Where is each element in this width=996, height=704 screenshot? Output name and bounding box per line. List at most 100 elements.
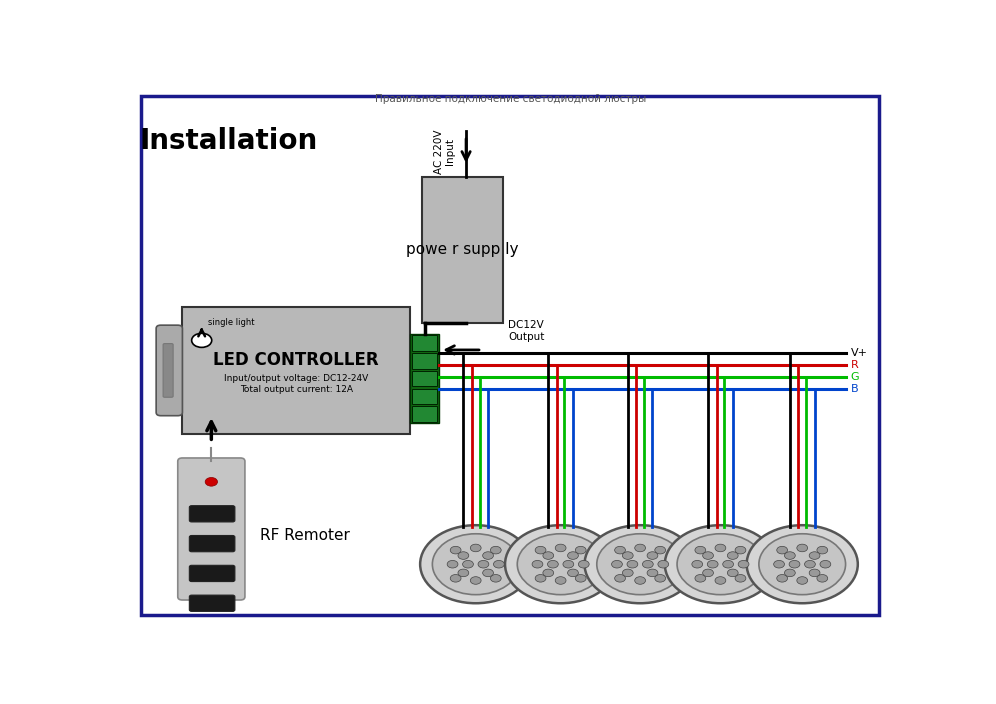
- Circle shape: [654, 546, 665, 554]
- Circle shape: [809, 552, 820, 560]
- Circle shape: [483, 569, 493, 577]
- Circle shape: [692, 560, 702, 568]
- Circle shape: [774, 560, 785, 568]
- Circle shape: [785, 552, 795, 560]
- FancyBboxPatch shape: [412, 335, 437, 351]
- Circle shape: [715, 577, 726, 584]
- Circle shape: [658, 560, 668, 568]
- Circle shape: [612, 560, 622, 568]
- Text: LED CONTROLLER: LED CONTROLLER: [213, 351, 379, 369]
- Circle shape: [517, 534, 604, 595]
- Circle shape: [622, 552, 633, 560]
- Text: R: R: [851, 360, 859, 370]
- Circle shape: [576, 546, 586, 554]
- Circle shape: [702, 552, 713, 560]
- FancyBboxPatch shape: [189, 536, 235, 552]
- Circle shape: [695, 546, 706, 554]
- Text: RF Remoter: RF Remoter: [260, 528, 350, 543]
- Circle shape: [622, 569, 633, 577]
- Text: Installation: Installation: [139, 127, 318, 156]
- Circle shape: [777, 546, 788, 554]
- Circle shape: [555, 577, 566, 584]
- FancyBboxPatch shape: [156, 325, 182, 415]
- Circle shape: [707, 560, 718, 568]
- Circle shape: [634, 577, 645, 584]
- Circle shape: [738, 560, 749, 568]
- Circle shape: [543, 552, 554, 560]
- FancyBboxPatch shape: [410, 334, 439, 423]
- FancyBboxPatch shape: [412, 389, 437, 404]
- Circle shape: [820, 560, 831, 568]
- FancyBboxPatch shape: [412, 371, 437, 386]
- FancyBboxPatch shape: [412, 406, 437, 422]
- Circle shape: [642, 560, 653, 568]
- Circle shape: [579, 560, 590, 568]
- Circle shape: [535, 574, 546, 582]
- Circle shape: [458, 552, 469, 560]
- FancyBboxPatch shape: [421, 177, 503, 323]
- Circle shape: [205, 477, 217, 486]
- Text: G: G: [851, 372, 860, 382]
- Circle shape: [627, 560, 637, 568]
- Circle shape: [654, 574, 665, 582]
- Circle shape: [420, 525, 531, 603]
- Circle shape: [735, 574, 746, 582]
- Circle shape: [450, 546, 461, 554]
- Circle shape: [458, 569, 469, 577]
- Circle shape: [805, 560, 816, 568]
- Circle shape: [532, 560, 543, 568]
- Circle shape: [665, 525, 776, 603]
- Circle shape: [702, 569, 713, 577]
- Circle shape: [493, 560, 504, 568]
- FancyBboxPatch shape: [412, 353, 437, 368]
- Circle shape: [695, 574, 706, 582]
- Text: Input/output voltage: DC12-24V
Total output current: 12A: Input/output voltage: DC12-24V Total out…: [224, 375, 369, 394]
- Circle shape: [634, 544, 645, 552]
- Circle shape: [568, 569, 579, 577]
- Circle shape: [809, 569, 820, 577]
- Circle shape: [432, 534, 519, 595]
- Circle shape: [483, 552, 493, 560]
- Circle shape: [490, 574, 501, 582]
- Circle shape: [647, 552, 658, 560]
- Circle shape: [490, 546, 501, 554]
- Text: single light: single light: [208, 318, 254, 327]
- Circle shape: [548, 560, 559, 568]
- Circle shape: [747, 525, 858, 603]
- Circle shape: [555, 544, 566, 552]
- Circle shape: [462, 560, 473, 568]
- Circle shape: [447, 560, 458, 568]
- Circle shape: [797, 544, 808, 552]
- Circle shape: [615, 574, 625, 582]
- FancyBboxPatch shape: [189, 505, 235, 522]
- FancyBboxPatch shape: [189, 565, 235, 582]
- Circle shape: [191, 333, 212, 347]
- Circle shape: [576, 574, 586, 582]
- Circle shape: [450, 574, 461, 582]
- Circle shape: [797, 577, 808, 584]
- Circle shape: [563, 560, 574, 568]
- Circle shape: [723, 560, 733, 568]
- Text: V+: V+: [851, 348, 868, 358]
- Circle shape: [777, 574, 788, 582]
- Circle shape: [715, 544, 726, 552]
- Circle shape: [478, 560, 489, 568]
- Circle shape: [505, 525, 617, 603]
- Circle shape: [470, 544, 481, 552]
- Text: AC 220V
Input: AC 220V Input: [433, 130, 455, 174]
- Text: DC12V
Output: DC12V Output: [508, 320, 545, 342]
- FancyBboxPatch shape: [163, 344, 173, 397]
- Circle shape: [677, 534, 764, 595]
- Circle shape: [470, 577, 481, 584]
- Text: B: B: [851, 384, 859, 394]
- Circle shape: [615, 546, 625, 554]
- Circle shape: [735, 546, 746, 554]
- Text: powe r supp ly: powe r supp ly: [406, 242, 519, 258]
- FancyBboxPatch shape: [182, 307, 410, 434]
- Circle shape: [597, 534, 683, 595]
- Circle shape: [759, 534, 846, 595]
- Circle shape: [647, 569, 658, 577]
- Circle shape: [727, 569, 738, 577]
- Circle shape: [817, 574, 828, 582]
- Circle shape: [568, 552, 579, 560]
